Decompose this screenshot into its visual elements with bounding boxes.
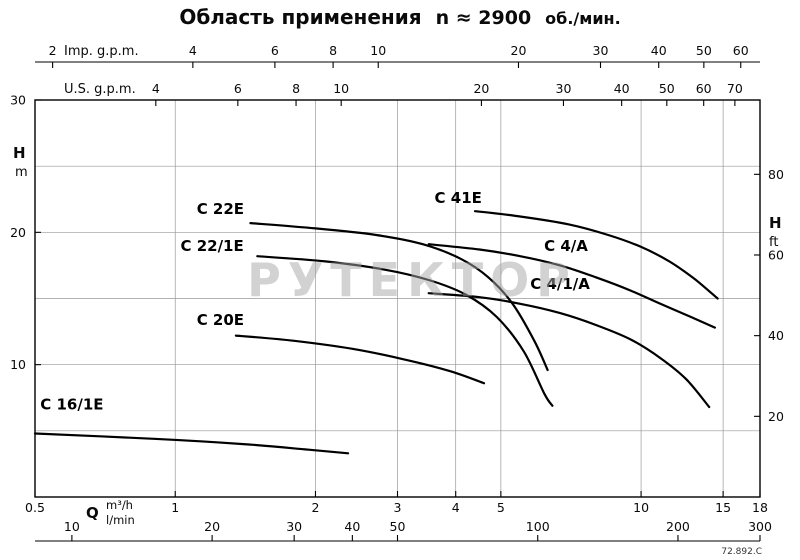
- y-tick-label-m: 20: [10, 225, 26, 240]
- imp-gpm-tick-label: 6: [271, 43, 279, 58]
- head-axis-label-right: H: [769, 214, 782, 232]
- us-gpm-tick-label: 30: [556, 81, 572, 96]
- drawing-ref-code: 72.892.C: [721, 547, 762, 557]
- y-tick-label-ft: 60: [768, 247, 784, 262]
- us-gpm-tick-label: 20: [473, 81, 489, 96]
- curve-label: C 41E: [435, 189, 482, 207]
- lmin-tick-label: 300: [748, 519, 772, 534]
- curve-label: C 4/A: [544, 237, 588, 255]
- curve-C-16-1E: [33, 432, 350, 455]
- m3h-tick-label: 1: [171, 500, 179, 515]
- m3h-tick-label: 10: [633, 500, 649, 515]
- curve-C-22E: [249, 222, 549, 372]
- head-unit-m-label: m: [15, 165, 28, 180]
- imp-gpm-tick-label: 8: [329, 43, 337, 58]
- curve-C-20E: [234, 334, 486, 385]
- lmin-tick-label: 10: [64, 519, 80, 534]
- head-axis-label-left: H: [13, 144, 26, 162]
- curve-label: C 22E: [197, 200, 244, 218]
- imp-gpm-tick-label: 30: [593, 43, 609, 58]
- imp-gpm-tick-label: 10: [370, 43, 386, 58]
- us-gpm-tick-label: 10: [333, 81, 349, 96]
- us-gpm-tick-label: 60: [696, 81, 712, 96]
- head-unit-ft-label: ft: [769, 235, 778, 250]
- curve-C-41E: [473, 210, 719, 300]
- lmin-tick-label: 50: [390, 519, 406, 534]
- curve-C-22-1E: [256, 255, 554, 407]
- us-gpm-tick-label: 8: [292, 81, 300, 96]
- m3h-tick-label: 18: [752, 500, 768, 515]
- us-gpm-tick-label: 50: [659, 81, 675, 96]
- imp-gpm-tick-label: 60: [733, 43, 749, 58]
- y-tick-label-m: 30: [10, 93, 26, 108]
- gridlines: [35, 100, 760, 497]
- chart-title-text: Область применения: [179, 5, 422, 29]
- lmin-tick-label: 40: [344, 519, 360, 534]
- axes: 10 20 30 20 40 60 80 2 4 6 8 10 20 30 40 50 60 4 6 8 10 20 30 4…: [10, 43, 784, 542]
- imp-gpm-tick-label: 4: [189, 43, 197, 58]
- curve-label: C 4/1/A: [530, 275, 590, 293]
- y-tick-label-m: 10: [10, 357, 26, 372]
- curve-label: C 22/1E: [180, 237, 243, 255]
- imp-gpm-tick-label: 2: [49, 43, 57, 58]
- m3h-tick-label: 5: [497, 500, 505, 515]
- lmin-tick-label: 100: [526, 519, 550, 534]
- pump-curves: C 16/1E C 20E C 22E C 22/1E C 41E C 4/A C 4/1/…: [33, 189, 719, 455]
- m3h-tick-label: 3: [394, 500, 402, 515]
- curve-C-4-A: [427, 243, 716, 329]
- y-tick-label-ft: 20: [768, 409, 784, 424]
- flow-unit-lmin-label: l/min: [106, 513, 135, 527]
- chart-canvas: 10 20 30 20 40 60 80 2 4 6 8 10 20 30 40 50 60 4 6 8 10 20 30 4…: [10, 43, 784, 557]
- curve-label: C 16/1E: [40, 396, 103, 414]
- imp-gpm-axis-label: Imp. g.p.m.: [64, 44, 139, 59]
- us-gpm-axis-label: U.S. g.p.m.: [64, 82, 136, 97]
- chart-speed-value: n ≈ 2900: [435, 7, 532, 29]
- lmin-tick-label: 30: [286, 519, 302, 534]
- flow-axis-label: Q: [86, 504, 99, 522]
- lmin-tick-label: 20: [204, 519, 220, 534]
- us-gpm-tick-label: 70: [727, 81, 743, 96]
- y-tick-label-ft: 80: [768, 167, 784, 182]
- y-tick-label-ft: 40: [768, 328, 784, 343]
- curve-label: C 20E: [197, 311, 244, 329]
- m3h-tick-label: 2: [311, 500, 319, 515]
- watermark: РУТЕКТОР: [247, 253, 577, 307]
- flow-unit-m3h-label: m³/h: [106, 498, 133, 512]
- m3h-tick-label: 15: [715, 500, 731, 515]
- lmin-tick-label: 200: [666, 519, 690, 534]
- m3h-tick-label: 0.5: [25, 500, 45, 515]
- chart-speed-unit: об./мин.: [545, 9, 621, 28]
- us-gpm-tick-label: 6: [234, 81, 242, 96]
- imp-gpm-tick-label: 40: [651, 43, 667, 58]
- us-gpm-tick-label: 40: [614, 81, 630, 96]
- m3h-tick-label: 4: [452, 500, 460, 515]
- curve-C-4-1-A: [427, 292, 711, 409]
- imp-gpm-tick-label: 50: [696, 43, 712, 58]
- us-gpm-tick-label: 4: [152, 81, 160, 96]
- imp-gpm-tick-label: 20: [511, 43, 527, 58]
- chart-title: Область применения n ≈ 2900 об./мин.: [0, 5, 800, 29]
